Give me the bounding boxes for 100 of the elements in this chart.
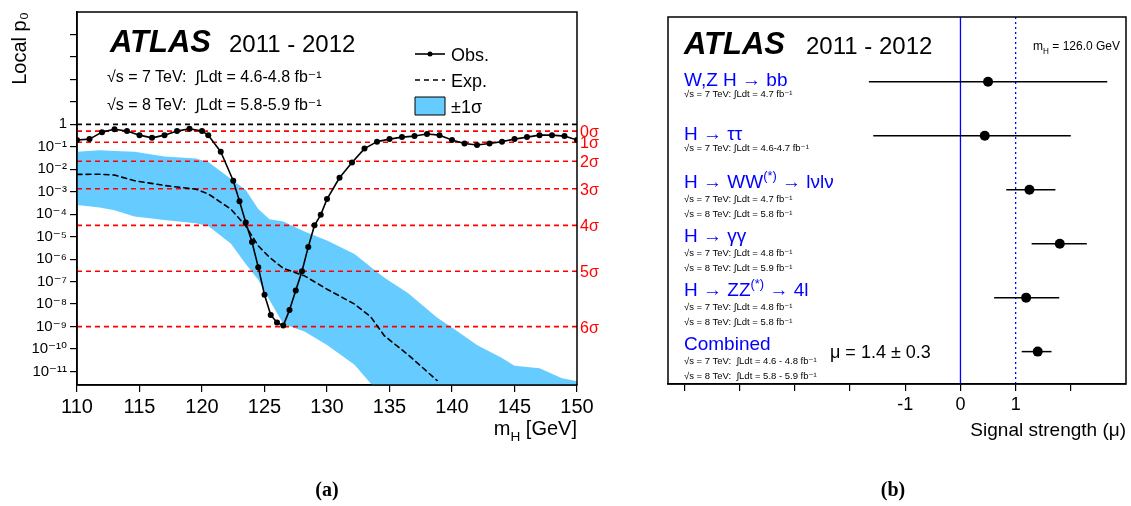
point [199,128,205,135]
point [461,140,468,147]
ref-line-label: 3σ [580,180,599,198]
text: (b) [880,478,906,501]
y-tick-label: 10⁻⁹ [35,316,67,334]
x-tick-label: 1 [1010,393,1021,414]
y-tick-label: 10⁻⁵ [36,226,67,244]
point [230,177,237,184]
point [336,174,343,181]
point [280,322,287,329]
point [236,198,243,205]
y-tick-label: 10⁻⁸ [36,294,67,312]
point [267,311,274,318]
point [411,133,418,140]
point [349,159,355,166]
point [386,136,393,143]
annotation: √s = 7 TeV: ∫Ldt = 4.8 fb⁻¹ [684,246,793,258]
point [99,129,105,136]
point [549,132,555,139]
ref-line-label: 5σ [580,263,599,281]
point [286,307,293,314]
point [524,134,530,141]
y-tick-label: 10⁻³ [37,181,67,199]
ref-line-label: 2σ [580,153,599,171]
point [983,76,994,87]
point [374,138,380,145]
x-tick-label: 135 [372,394,407,417]
point [511,136,518,143]
x-tick-label: 140 [435,394,469,417]
point [561,133,568,140]
annotation: 2011 - 2012 [229,30,356,57]
y-tick-label: H → WW(*) → lνlν [684,167,834,192]
annotation: √s = 8 TeV: ∫Ldt = 5.8-5.9 fb⁻¹ [107,96,322,114]
point [536,132,543,139]
point [1021,292,1032,303]
point [361,145,368,152]
point [1032,346,1043,357]
annotation: √s = 8 TeV: ∫Ldt = 5.8 fb⁻¹ [684,315,793,327]
y-tick-label: H → ZZ(*) → 4l [684,275,809,300]
point [499,138,505,145]
point [161,132,168,139]
y-tick-label: 1 [58,114,67,132]
x-tick-label: 130 [310,394,344,417]
annotation: √s = 8 TeV: ∫Ldt = 5.8 fb⁻¹ [684,207,793,219]
ref-line-label: 6σ [580,318,599,336]
point [249,238,255,245]
point [424,131,430,138]
y-tick-label: 10⁻¹⁰ [31,339,67,357]
x-tick-label: 120 [185,394,219,417]
x-tick-label: 110 [61,394,93,417]
y-axis-title: Local p₀ [8,12,30,85]
legend-label: ±1σ [451,97,482,117]
y-tick-label: 10⁻² [37,159,67,177]
point [261,291,268,298]
point [436,132,443,139]
point [292,287,299,294]
annotation: √s = 7 TeV: ∫Ldt = 4.8 fb⁻¹ [684,300,793,312]
text: (a) [315,478,339,501]
annotation: √s = 7 TeV: ∫Ldt = 4.6 - 4.8 fb⁻¹ [684,354,817,366]
annotation: √s = 8 TeV: ∫Ldt = 5.9 fb⁻¹ [684,261,793,273]
point [124,128,130,135]
point [979,130,990,141]
point [305,243,312,250]
y-tick-label: 10⁻⁶ [36,249,67,267]
point [324,196,330,203]
annotation: ATLAS [683,26,786,61]
legend-label: Obs. [451,45,490,65]
x-tick-label: 145 [497,394,532,417]
annotation: μ = 1.4 ± 0.3 [830,341,931,362]
annotation: √s = 7 TeV: ∫Ldt = 4.6-4.8 fb⁻¹ [107,68,322,86]
point [399,134,405,141]
x-tick-label: 150 [560,394,594,417]
point [186,125,193,132]
y-tick-label: H → γγ [684,224,747,246]
point [317,211,324,218]
point [1024,184,1035,195]
point [274,319,280,326]
x-tick-label: 125 [247,394,282,417]
annotation: 2011 - 2012 [806,32,933,59]
point [217,148,224,155]
point [311,222,318,229]
point [486,140,493,147]
x-tick-label: 0 [955,393,966,414]
point [205,132,212,139]
y-tick-label: H → ττ [684,122,743,144]
legend-label: Exp. [451,71,488,91]
y-tick-label: 10⁻¹ [37,136,67,154]
y-tick-label: 10⁻⁴ [35,204,67,222]
point [299,268,305,275]
annotation: ATLAS [109,24,212,59]
y-tick-label: 10⁻¹¹ [32,361,67,379]
point [474,142,480,149]
y-tick-label: 10⁻⁷ [36,271,67,289]
point [1054,238,1065,249]
annotation: √s = 7 TeV: ∫Ldt = 4.6-4.7 fb⁻¹ [684,141,809,153]
point [149,134,155,141]
x-tick-label: -1 [897,393,914,414]
annotation: √s = 7 TeV: ∫Ldt = 4.7 fb⁻¹ [684,192,793,204]
y-tick-label: W,Z H → bb [684,68,788,90]
point [449,137,455,144]
